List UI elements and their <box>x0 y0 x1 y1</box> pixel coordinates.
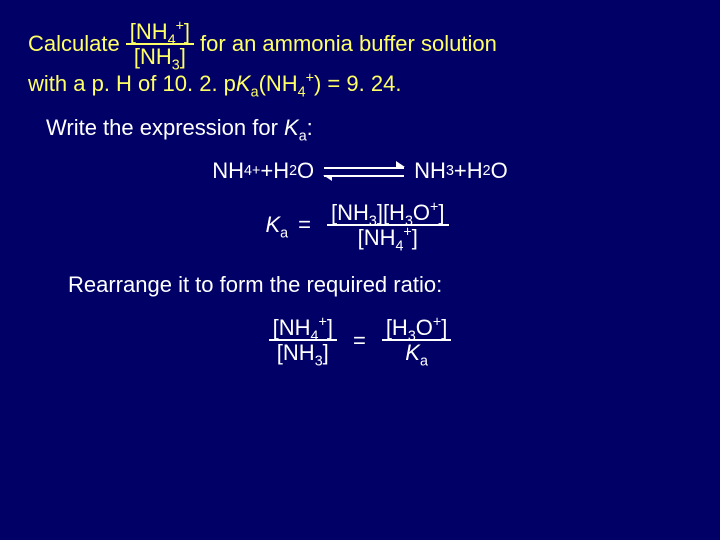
slide: Calculate [NH4+] [NH3] for an ammonia bu… <box>0 0 720 540</box>
rearranged-rhs: [H3O+] Ka <box>382 316 452 364</box>
reaction-equation: NH4+ + H2O NH3 + H2O <box>28 157 692 185</box>
problem-line-2: with a p. H of 10. 2. pKa(NH4+) = 9. 24. <box>28 70 692 98</box>
step2-text: Rearrange it to form the required ratio: <box>68 271 692 299</box>
rearranged-lhs: [NH4+] [NH3] <box>269 316 337 364</box>
problem-leadin: Calculate <box>28 30 120 58</box>
equilibrium-arrow-icon <box>324 161 404 181</box>
ka-fraction: [NH3][H3O+] [NH4+] <box>327 201 449 249</box>
problem-line-1: Calculate [NH4+] [NH3] for an ammonia bu… <box>28 20 692 68</box>
ka-expression: Ka = [NH3][H3O+] [NH4+] <box>28 201 692 249</box>
problem-ratio: [NH4+] [NH3] <box>126 20 194 68</box>
rearranged-equation: [NH4+] [NH3] = [H3O+] Ka <box>28 314 692 364</box>
step1-text: Write the expression for Ka: <box>46 114 692 142</box>
problem-tail-1: for an ammonia buffer solution <box>200 30 497 58</box>
